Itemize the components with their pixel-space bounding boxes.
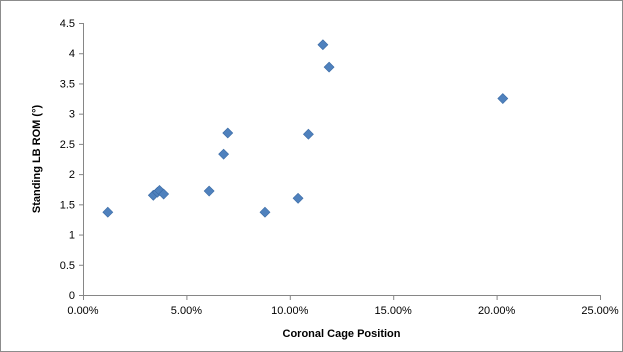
- x-tick-label: 20.00%: [478, 305, 516, 317]
- y-tick-label: 0.5: [60, 260, 75, 272]
- y-tick-label: 2.5: [60, 139, 75, 151]
- x-tick-label: 10.00%: [271, 305, 309, 317]
- y-tick-label: 1: [69, 230, 75, 242]
- data-point: [323, 61, 335, 73]
- x-tick-label: 5.00%: [171, 305, 202, 317]
- y-axis-ticks: 0 0.5 1 1.5 2 2.5 3 3.5 4 4.5: [60, 18, 83, 302]
- data-point: [497, 93, 509, 104]
- data-point: [317, 39, 329, 51]
- x-axis-ticks: 0.00% 5.00% 10.00% 15.00% 20.00% 25.00%: [67, 295, 619, 317]
- x-tick-label: 15.00%: [375, 305, 413, 317]
- y-axis-title: Standing LB ROM (°): [31, 105, 43, 214]
- data-point: [222, 127, 234, 139]
- data-point: [203, 185, 215, 197]
- y-tick-label: 3.5: [60, 78, 75, 90]
- x-axis-title: Coronal Cage Position: [283, 328, 401, 340]
- data-points: [102, 39, 509, 218]
- y-tick-label: 3: [69, 109, 75, 121]
- y-tick-label: 1.5: [60, 199, 75, 211]
- data-point: [102, 206, 114, 218]
- y-tick-label: 0: [69, 290, 75, 302]
- x-tick-label: 25.00%: [581, 305, 619, 317]
- x-tick-label: 0.00%: [67, 305, 98, 317]
- y-tick-label: 4: [69, 48, 75, 60]
- data-point: [158, 188, 170, 200]
- data-point: [218, 148, 230, 160]
- y-tick-label: 2: [69, 169, 75, 181]
- data-point: [292, 192, 304, 204]
- data-point: [302, 128, 314, 140]
- y-tick-label: 4.5: [60, 18, 75, 30]
- data-point: [259, 206, 271, 218]
